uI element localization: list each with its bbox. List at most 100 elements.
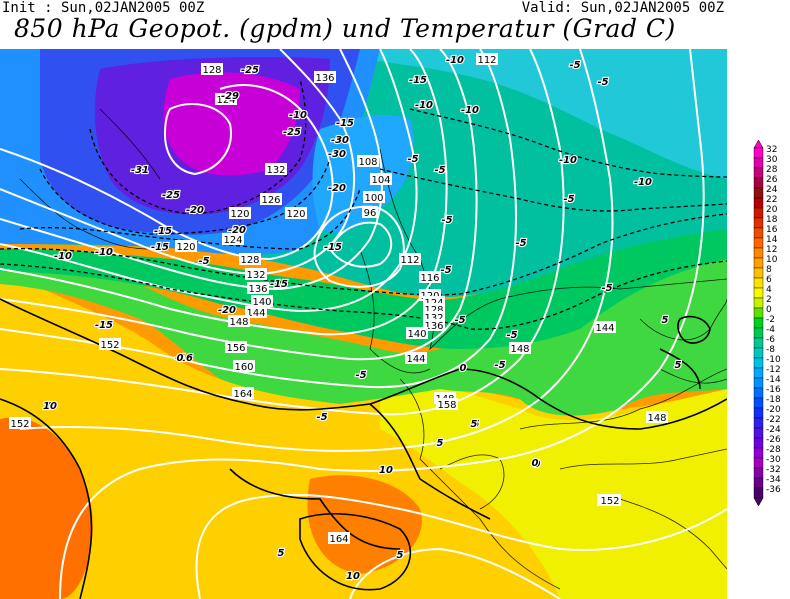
geopotential-label: 100 — [363, 191, 385, 204]
colorbar-swatch — [753, 247, 764, 259]
svg-text:140: 140 — [407, 329, 426, 340]
geopotential-label: 136 — [314, 71, 336, 84]
temperature-label: -5 — [453, 314, 466, 327]
svg-text:128: 128 — [202, 65, 221, 76]
geopotential-label: 148 — [646, 411, 668, 424]
colorbar-swatch — [753, 487, 764, 499]
temp-fill-m30 — [163, 72, 300, 176]
colorbar-swatch — [753, 327, 764, 339]
geopotential-label: 164 — [232, 387, 254, 400]
svg-text:120: 120 — [286, 209, 305, 220]
temp-fill-m15b — [312, 114, 414, 233]
colorbar-swatch — [753, 477, 764, 489]
colorbar-swatch — [753, 297, 764, 309]
svg-text:10: 10 — [346, 571, 360, 582]
svg-text:5: 5 — [473, 419, 480, 430]
svg-text:10: 10 — [43, 401, 57, 412]
svg-text:156: 156 — [226, 343, 245, 354]
colorbar-swatch — [753, 237, 764, 249]
colorbar-tick-label: 14 — [766, 235, 778, 245]
temperature-label: 10 — [42, 400, 58, 413]
colorbar-swatch — [753, 177, 764, 189]
svg-text:126: 126 — [261, 195, 280, 206]
geopotential-label: 120 — [229, 207, 251, 220]
geopotential-label: 148 — [228, 315, 250, 328]
geopotential-label: 124 — [215, 93, 237, 106]
geopotential-label: 128 — [201, 63, 223, 76]
temperature-label: -29 — [220, 90, 240, 103]
colorbar-tick-label: 10 — [766, 255, 778, 265]
svg-text:0: 0 — [460, 363, 467, 374]
svg-text:124: 124 — [223, 235, 242, 246]
temperature-label: -5 — [600, 282, 613, 295]
colorbar-swatch — [753, 457, 764, 469]
svg-text:5: 5 — [675, 360, 682, 371]
colorbar-tick-label: 12 — [766, 245, 777, 255]
colorbar-swatch — [753, 367, 764, 379]
init-time: Init : Sun,02JAN2005 00Z — [2, 0, 205, 16]
colorbar-tick-label: -12 — [766, 365, 781, 375]
svg-text:-20: -20 — [228, 225, 246, 236]
temperature-zero-contour — [0, 298, 727, 599]
temperature-label: 5 — [471, 418, 480, 431]
colorbar-tick-label: 30 — [766, 155, 778, 165]
colorbar-tick-label: 32 — [766, 145, 777, 155]
svg-text:132: 132 — [424, 313, 443, 324]
temperature-label: -5 — [433, 164, 446, 177]
svg-text:152: 152 — [10, 419, 29, 430]
svg-text:116: 116 — [420, 273, 439, 284]
svg-text:-10: -10 — [415, 100, 433, 111]
temperature-label: -31 — [130, 164, 150, 177]
temperature-label: -15 — [408, 74, 428, 87]
temperature-label: -15 — [335, 117, 355, 130]
colorbar-swatch — [753, 357, 764, 369]
svg-text:140: 140 — [252, 297, 271, 308]
svg-text:112: 112 — [477, 55, 496, 66]
svg-text:164: 164 — [329, 534, 348, 545]
svg-text:-5: -5 — [515, 238, 526, 249]
colorbar-swatch — [753, 197, 764, 209]
temperature-label: 0 — [175, 352, 184, 365]
svg-text:-25: -25 — [162, 190, 180, 201]
colorbar-tick-label: -34 — [766, 475, 781, 485]
temperature-label: -5 — [197, 255, 210, 268]
colorbar-swatch — [753, 347, 764, 359]
svg-text:-5: -5 — [441, 215, 452, 226]
svg-text:0: 0 — [532, 458, 539, 469]
temperature-label: -15 — [94, 319, 114, 332]
svg-text:132: 132 — [246, 270, 265, 281]
colorbar-tick-label: -24 — [766, 425, 781, 435]
svg-text:112: 112 — [400, 255, 419, 266]
temperature-label: 5 — [673, 359, 682, 372]
temperature-label: -20 — [227, 224, 247, 237]
svg-text:-30: -30 — [328, 149, 346, 160]
temperature-colorbar: 32302826242220181614121086420-2-4-6-8-10… — [753, 140, 781, 507]
svg-text:5: 5 — [278, 548, 285, 559]
colorbar-tick-label: 18 — [766, 215, 778, 225]
temperature-label: -5 — [505, 329, 518, 342]
svg-text:-15: -15 — [270, 279, 288, 290]
temperature-label: -10 — [414, 99, 434, 112]
colorbar-swatch — [753, 337, 764, 349]
svg-text:0: 0 — [177, 353, 184, 364]
svg-text:-30: -30 — [331, 135, 349, 146]
colorbar-swatch — [753, 447, 764, 459]
colorbar-swatch — [753, 267, 764, 279]
svg-text:120: 120 — [176, 242, 195, 253]
temperature-label: -5 — [568, 59, 581, 72]
svg-text:5: 5 — [662, 315, 669, 326]
temperature-label: -5 — [439, 264, 452, 277]
svg-text:120: 120 — [230, 209, 249, 220]
svg-text:-10: -10 — [95, 247, 113, 258]
geopotential-label: 140 — [406, 327, 428, 340]
svg-text:136: 136 — [248, 284, 267, 295]
geopotential-label: 144 — [245, 306, 267, 319]
svg-text:-5: -5 — [440, 265, 451, 276]
svg-text:128: 128 — [424, 305, 443, 316]
colorbar-tick-label: -26 — [766, 435, 781, 445]
geopotential-label: 120 — [285, 207, 307, 220]
svg-text:148: 148 — [647, 413, 666, 424]
colorbar-tick-label: 20 — [766, 205, 778, 215]
geopotential-label: 120 — [175, 240, 197, 253]
colorbar-tick-label: -36 — [766, 485, 781, 495]
